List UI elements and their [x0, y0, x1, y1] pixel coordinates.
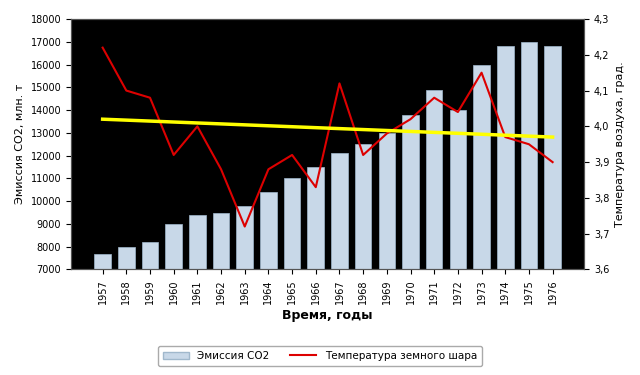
Bar [331, 153, 348, 375]
Bar [355, 144, 371, 375]
X-axis label: Время, годы: Время, годы [282, 309, 373, 322]
Bar [378, 133, 395, 375]
Bar [284, 178, 300, 375]
Y-axis label: Температура воздуха, град.: Температура воздуха, град. [615, 62, 625, 227]
Bar [236, 206, 253, 375]
Bar [260, 192, 276, 375]
Bar [426, 90, 442, 375]
Bar [544, 46, 561, 375]
Legend: Эмиссия CO2, Температура земного шара: Эмиссия CO2, Температура земного шара [157, 346, 483, 366]
Bar [118, 247, 134, 375]
Bar [449, 110, 466, 375]
Bar [497, 46, 513, 375]
Y-axis label: Эмиссия CO2, млн. т: Эмиссия CO2, млн. т [15, 84, 25, 204]
Bar [307, 167, 324, 375]
Bar [402, 115, 419, 375]
Bar [189, 215, 205, 375]
Bar [212, 213, 229, 375]
Bar [141, 242, 158, 375]
Bar [473, 64, 490, 375]
Bar [165, 224, 182, 375]
Bar [520, 42, 537, 375]
Bar [94, 254, 111, 375]
